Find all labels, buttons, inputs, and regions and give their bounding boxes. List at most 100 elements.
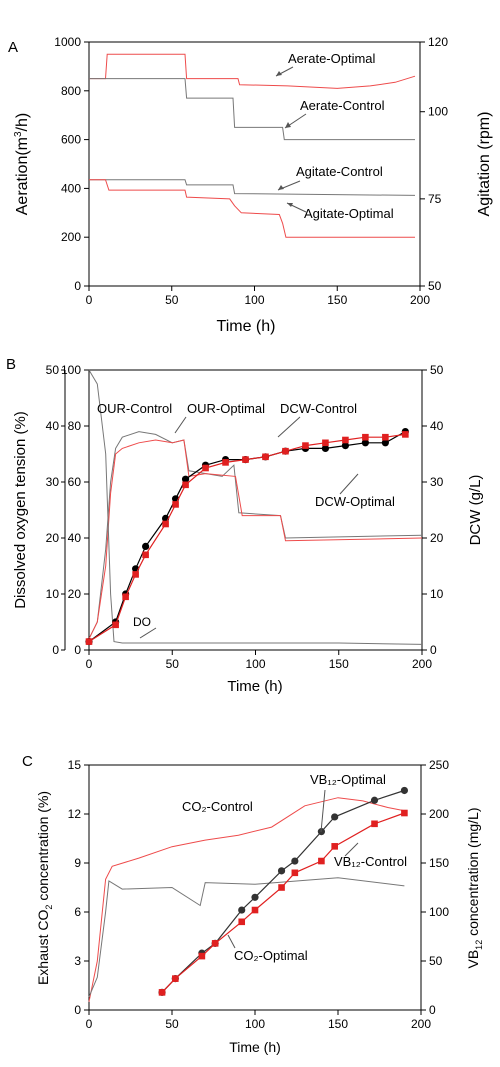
panel-a-letter: A — [8, 39, 18, 56]
panel-c-y-axis-label: Exhaust CO2 concentration (%) — [35, 791, 54, 985]
panel-a-y-axis-label: Aeration(m3/h) — [13, 113, 31, 215]
panel-c-y2-tick-label-100: 100 — [429, 905, 449, 919]
panel-c-y2-tick-label-150: 150 — [429, 856, 449, 870]
panel-a-series-aerate-control — [89, 78, 415, 141]
panel-b-series-dcw-optimal — [88, 433, 406, 643]
panel-a-y-tick-label-200: 200 — [61, 230, 81, 244]
panel-c-x-tick-label-100: 100 — [245, 1017, 265, 1031]
panel-b-point-dcw-optimal-2 — [122, 593, 129, 601]
panel-c-x-axis-label: Time (h) — [229, 1039, 281, 1055]
panel-a-axes: 0 50 100 150 200 0 200 400 600 800 1000 50 75 100 120 — [54, 35, 448, 307]
panel-a-x-tick-label-50: 50 — [165, 293, 179, 307]
panel-b-point-dcw-optimal-12 — [282, 447, 289, 455]
panel-a-series-agitate-optimal — [89, 179, 415, 238]
arrowhead-aerate-control — [285, 122, 291, 128]
panel-c-series-vb-control — [161, 812, 405, 993]
panel-b-axes: 0 50 100 150 2000204060801000102030405001020… — [46, 363, 444, 671]
annotation-do: DO — [133, 615, 151, 629]
panel-b-point-dcw-optimal-11 — [262, 453, 269, 461]
panel-a-y-tick-label-400: 400 — [61, 181, 81, 195]
panel-c-point-vb-optimal-6 — [277, 867, 286, 875]
panel-c-point-vb-optimal-10 — [370, 796, 379, 804]
panel-b-inner-tick-label-40: 40 — [46, 419, 60, 433]
panel-c-point-vb-control-10 — [371, 820, 378, 828]
arrowhead-agitate-optimal — [287, 203, 293, 207]
annotation-aerate-control: Aerate-Control — [300, 98, 385, 113]
panel-c-y-tick-label-15: 15 — [68, 758, 82, 772]
panel-a-lines — [89, 53, 416, 238]
panel-b-series-our-optimal — [88, 439, 423, 640]
panel-a-y-tick-label-600: 600 — [61, 133, 81, 147]
panel-b-y-tick-label-60: 60 — [68, 475, 82, 489]
panel-a-y-tick-label-1000: 1000 — [54, 35, 81, 49]
panel-b-point-dcw-optimal-0 — [85, 638, 93, 645]
panel-c-point-vb-control-8 — [318, 857, 325, 865]
panel-b-point-dcw-optimal-15 — [342, 436, 349, 444]
panel-b-x-tick-label-150: 150 — [329, 657, 349, 671]
panel-c-y2-tick-label-0: 0 — [429, 1003, 436, 1017]
panel-b-point-dcw-optimal-6 — [172, 501, 179, 508]
panel-c-point-vb-control-1 — [172, 975, 179, 982]
annotation-dcw-optimal: DCW-Optimal — [315, 494, 395, 509]
panel-b-y2-tick-label-30: 30 — [430, 475, 444, 489]
panel-c-series-co-control — [88, 797, 405, 1002]
panel-b-lines — [85, 369, 423, 646]
annotation-co2-control: CO₂-Control — [182, 799, 253, 814]
panel-b-point-dcw-control-7 — [181, 475, 190, 483]
panel-c-point-vb-control-0 — [158, 989, 166, 996]
panel-b-x-tick-label-200: 200 — [412, 657, 432, 671]
panel-b-y-tick-label-40: 40 — [68, 531, 82, 545]
panel-b-x-tick-label-0: 0 — [86, 657, 93, 671]
panel-b-y-axis-label: Dissolved oxygen tension (%) — [12, 411, 29, 609]
panel-c-y2-axis-label: VB12 concentration (mg/L) — [465, 808, 484, 969]
panel-c-point-vb-control-4 — [238, 918, 246, 926]
panel-b-point-dcw-control-15 — [341, 442, 350, 450]
panel-a-series-agitate-control — [89, 179, 416, 196]
panel-b-point-dcw-optimal-4 — [142, 551, 149, 559]
panel-a-y-tick-label-0: 0 — [74, 279, 81, 293]
panel-b-series-do — [88, 369, 423, 645]
panel-b-point-dcw-optimal-9 — [222, 459, 229, 466]
panel-b-y2-tick-label-0: 0 — [430, 643, 437, 657]
panel-a-y2-axis-label: Agitation (rpm) — [476, 112, 493, 217]
panel-c-x-tick-label-150: 150 — [328, 1017, 348, 1031]
panel-c-point-vb-control-6 — [278, 884, 285, 891]
panel-c-y-tick-label-3: 3 — [74, 954, 81, 968]
panel-c-y-tick-label-9: 9 — [74, 856, 81, 870]
panel-b-point-dcw-optimal-10 — [242, 456, 249, 463]
panel-b-y-tick-label-0: 0 — [74, 643, 81, 657]
panel-a-y-tick-label-800: 800 — [61, 84, 81, 98]
panel-c-point-vb-control-9 — [331, 843, 338, 850]
panel-b-point-dcw-optimal-1 — [112, 621, 119, 629]
panel-b-inner-tick-label-50: 50 — [46, 363, 60, 377]
annotation-vb12-optimal: VB₁₂-Optimal — [310, 772, 386, 787]
panel-b-point-dcw-control-4 — [142, 542, 150, 551]
panel-c-x-tick-label-200: 200 — [411, 1017, 431, 1031]
panel-b-point-dcw-optimal-8 — [202, 464, 209, 472]
panel-a-x-tick-label-0: 0 — [86, 293, 93, 307]
panel-a-series-aerate-optimal — [89, 53, 416, 89]
panel-a-y2-tick-label-50: 50 — [428, 279, 442, 293]
panel-c-y-tick-label-6: 6 — [74, 905, 81, 919]
panel-b-y2-tick-label-40: 40 — [430, 419, 444, 433]
panel-c-lines — [88, 786, 408, 1002]
panel-c-y2-tick-label-50: 50 — [429, 954, 443, 968]
annotation-agitate-control: Agitate-Control — [296, 164, 383, 179]
panel-c-y-tick-label-12: 12 — [68, 807, 82, 821]
panel-c-point-vb-control-11 — [401, 809, 408, 817]
panel-b: B 0 50 100 150 20002040608010001020304050010… — [6, 356, 484, 695]
panel-c-point-vb-control-5 — [251, 906, 259, 914]
annotation-dcw-control: DCW-Control — [280, 401, 357, 416]
panel-a-x-axis-label: Time (h) — [217, 318, 276, 335]
arrow-dcw-optimal — [339, 473, 359, 495]
panel-b-inner-tick-label-30: 30 — [46, 475, 60, 489]
arrow-vb12-optimal — [320, 789, 326, 833]
panel-c-point-vb-optimal-11 — [400, 786, 408, 795]
panel-a-y2-tick-label-120: 120 — [428, 35, 448, 49]
panel-b-x-tick-label-100: 100 — [245, 657, 265, 671]
arrow-vb12-control — [344, 842, 359, 857]
panel-b-point-dcw-optimal-14 — [322, 439, 329, 447]
panel-b-point-dcw-control-14 — [321, 444, 330, 452]
panel-a-y2-tick-label-75: 75 — [428, 192, 442, 206]
